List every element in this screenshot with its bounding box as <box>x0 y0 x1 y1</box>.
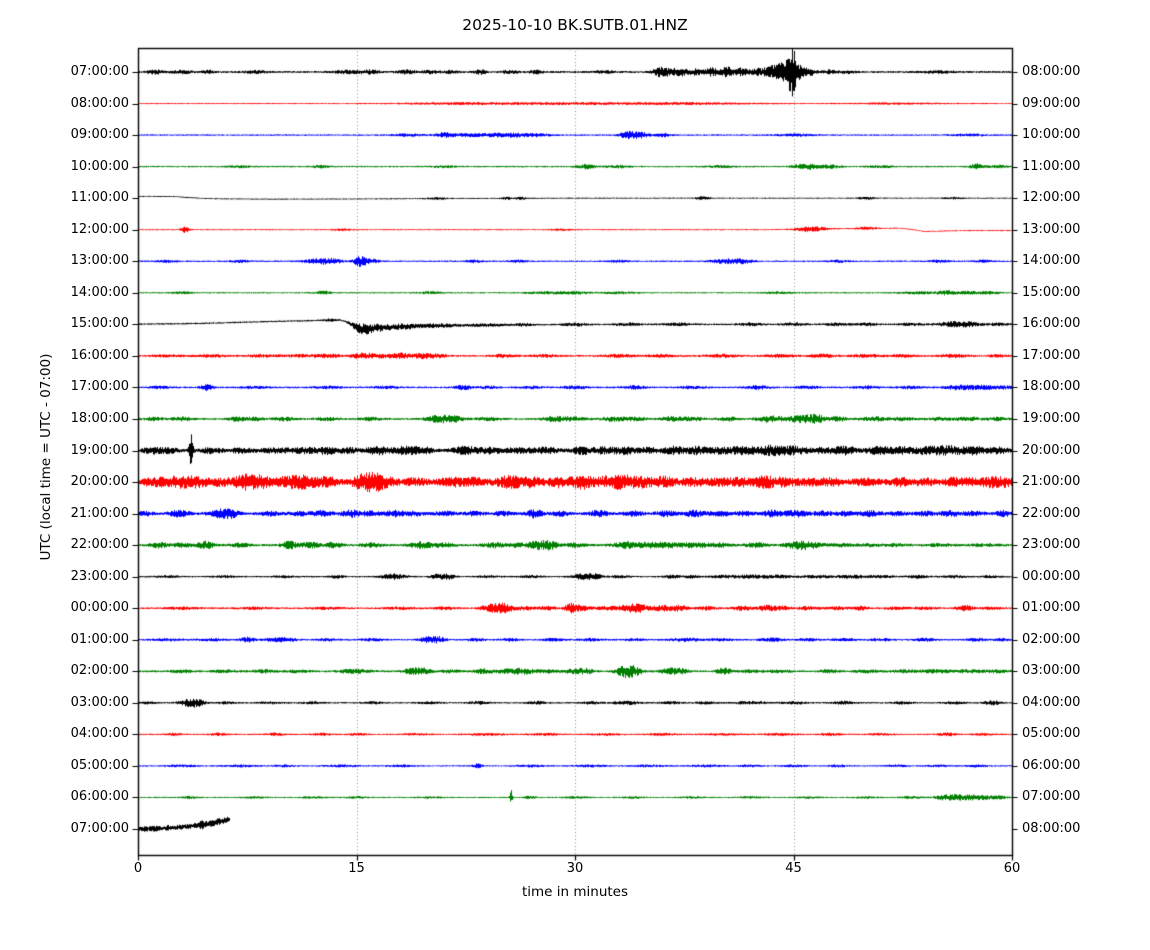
right-time-label: 18:00:00 <box>1022 379 1081 395</box>
right-time-label: 02:00:00 <box>1022 631 1081 647</box>
right-time-label: 17:00:00 <box>1022 347 1081 363</box>
right-time-label: 00:00:00 <box>1022 568 1081 584</box>
right-time-label: 13:00:00 <box>1022 221 1081 237</box>
right-time-label: 23:00:00 <box>1022 537 1081 553</box>
left-time-label: 02:00:00 <box>70 663 129 679</box>
left-time-label: 20:00:00 <box>70 474 129 490</box>
right-time-label: 08:00:00 <box>1022 64 1081 79</box>
right-time-label: 06:00:00 <box>1022 757 1081 773</box>
right-time-label: 09:00:00 <box>1022 95 1081 111</box>
right-time-label: 11:00:00 <box>1022 158 1081 174</box>
right-time-label: 12:00:00 <box>1022 190 1081 206</box>
left-time-label: 07:00:00 <box>70 64 129 79</box>
left-time-label: 17:00:00 <box>70 379 129 395</box>
right-time-label: 20:00:00 <box>1022 442 1081 458</box>
chart-title: 2025-10-10 BK.SUTB.01.HNZ <box>462 16 688 34</box>
right-time-label: 08:00:00 <box>1022 821 1081 836</box>
left-time-label: 06:00:00 <box>70 789 129 805</box>
right-time-label: 07:00:00 <box>1022 789 1081 805</box>
right-time-label: 19:00:00 <box>1022 410 1081 426</box>
left-time-label: 07:00:00 <box>70 821 129 836</box>
right-time-label: 03:00:00 <box>1022 663 1081 679</box>
left-time-label: 18:00:00 <box>70 410 129 426</box>
right-time-label: 10:00:00 <box>1022 127 1081 143</box>
x-axis-title: time in minutes <box>521 884 629 900</box>
right-time-label: 05:00:00 <box>1022 726 1081 742</box>
left-time-label: 09:00:00 <box>70 127 129 143</box>
x-tick-label: 0 <box>133 861 143 876</box>
right-time-label: 01:00:00 <box>1022 600 1081 616</box>
x-tick-label: 60 <box>1003 861 1021 876</box>
left-time-label: 12:00:00 <box>70 221 129 237</box>
left-time-label: 21:00:00 <box>70 505 129 521</box>
left-time-label: 04:00:00 <box>70 726 129 742</box>
right-time-label: 14:00:00 <box>1022 253 1081 269</box>
left-time-label: 01:00:00 <box>70 631 129 647</box>
right-time-label: 21:00:00 <box>1022 474 1081 490</box>
left-time-label: 03:00:00 <box>70 694 129 710</box>
left-time-label: 15:00:00 <box>70 316 129 332</box>
left-time-label: 14:00:00 <box>70 284 129 300</box>
left-time-label: 22:00:00 <box>70 537 129 553</box>
left-time-label: 16:00:00 <box>70 347 129 363</box>
left-time-label: 13:00:00 <box>70 253 129 269</box>
left-time-label: 23:00:00 <box>70 568 129 584</box>
left-time-label: 00:00:00 <box>70 600 129 616</box>
right-time-label: 15:00:00 <box>1022 284 1081 300</box>
right-time-label: 04:00:00 <box>1022 694 1081 710</box>
right-time-label: 16:00:00 <box>1022 316 1081 332</box>
left-time-label: 08:00:00 <box>70 95 129 111</box>
x-tick-label: 15 <box>348 861 365 876</box>
left-time-label: 11:00:00 <box>70 190 129 206</box>
x-tick-label: 30 <box>566 861 584 876</box>
left-time-label: 10:00:00 <box>70 158 129 174</box>
left-time-label: 05:00:00 <box>70 757 129 773</box>
x-tick-label: 45 <box>785 861 802 876</box>
right-time-label: 22:00:00 <box>1022 505 1081 521</box>
left-time-label: 19:00:00 <box>70 442 129 458</box>
